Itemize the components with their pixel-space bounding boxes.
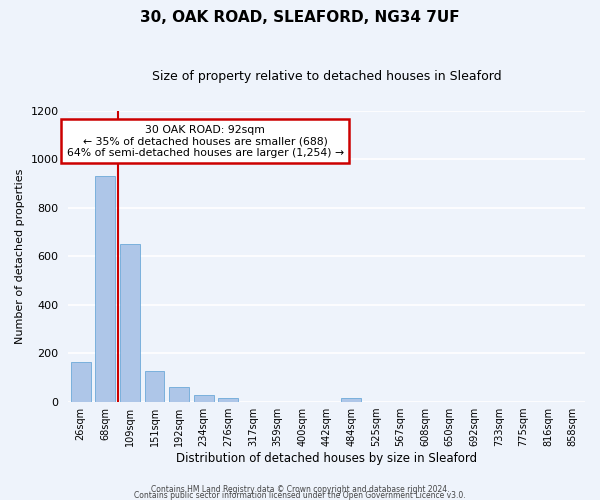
- Text: 30 OAK ROAD: 92sqm
← 35% of detached houses are smaller (688)
64% of semi-detach: 30 OAK ROAD: 92sqm ← 35% of detached hou…: [67, 124, 344, 158]
- Bar: [169, 387, 189, 402]
- Bar: [341, 398, 361, 402]
- Bar: [145, 370, 164, 402]
- Bar: [194, 396, 214, 402]
- Y-axis label: Number of detached properties: Number of detached properties: [15, 168, 25, 344]
- Bar: [218, 398, 238, 402]
- Text: 30, OAK ROAD, SLEAFORD, NG34 7UF: 30, OAK ROAD, SLEAFORD, NG34 7UF: [140, 10, 460, 25]
- Bar: [95, 176, 115, 402]
- Title: Size of property relative to detached houses in Sleaford: Size of property relative to detached ho…: [152, 70, 502, 83]
- X-axis label: Distribution of detached houses by size in Sleaford: Distribution of detached houses by size …: [176, 452, 477, 465]
- Text: Contains public sector information licensed under the Open Government Licence v3: Contains public sector information licen…: [134, 490, 466, 500]
- Bar: [71, 362, 91, 402]
- Text: Contains HM Land Registry data © Crown copyright and database right 2024.: Contains HM Land Registry data © Crown c…: [151, 484, 449, 494]
- Bar: [120, 244, 140, 402]
